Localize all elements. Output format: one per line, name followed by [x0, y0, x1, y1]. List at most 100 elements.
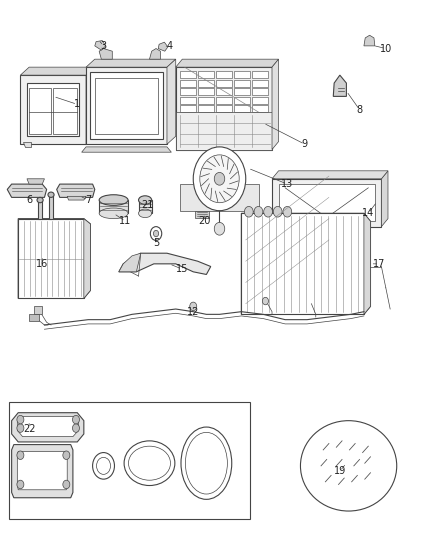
Polygon shape [38, 200, 42, 219]
Circle shape [214, 222, 224, 235]
Bar [251, 97, 267, 104]
Polygon shape [119, 253, 210, 274]
Polygon shape [7, 184, 46, 197]
Polygon shape [149, 49, 160, 59]
Bar [198, 106, 213, 112]
Polygon shape [195, 211, 208, 217]
Ellipse shape [48, 192, 54, 197]
Bar [180, 71, 195, 78]
Polygon shape [241, 213, 370, 314]
Bar [180, 80, 195, 87]
Polygon shape [53, 88, 77, 134]
Text: 22: 22 [23, 424, 35, 434]
Polygon shape [86, 67, 95, 144]
Polygon shape [95, 78, 158, 134]
Text: 4: 4 [166, 41, 172, 51]
Bar [251, 106, 267, 112]
Circle shape [262, 297, 268, 305]
Text: 21: 21 [141, 200, 153, 211]
Polygon shape [99, 200, 127, 213]
Polygon shape [86, 67, 166, 144]
Ellipse shape [138, 196, 151, 204]
Bar [180, 88, 195, 95]
Circle shape [17, 451, 24, 459]
Polygon shape [86, 59, 175, 67]
Bar [180, 106, 195, 112]
Bar [198, 97, 213, 104]
Circle shape [199, 155, 239, 203]
Ellipse shape [99, 195, 128, 205]
Polygon shape [381, 171, 387, 227]
Bar [233, 106, 249, 112]
Text: 11: 11 [119, 216, 131, 227]
Circle shape [72, 424, 79, 432]
Bar [251, 71, 267, 78]
Text: 3: 3 [100, 41, 106, 51]
Polygon shape [57, 184, 95, 197]
Circle shape [153, 230, 158, 237]
Polygon shape [18, 219, 90, 298]
Polygon shape [17, 451, 67, 490]
Text: 10: 10 [379, 44, 391, 53]
Bar [233, 71, 249, 78]
Ellipse shape [180, 427, 231, 499]
Circle shape [63, 451, 70, 459]
Ellipse shape [138, 209, 151, 217]
Circle shape [63, 480, 70, 489]
Bar [251, 80, 267, 87]
Polygon shape [90, 72, 162, 139]
Polygon shape [272, 59, 278, 150]
Circle shape [214, 172, 224, 185]
Bar [198, 71, 213, 78]
Circle shape [193, 147, 245, 211]
Text: 16: 16 [36, 259, 48, 269]
Polygon shape [29, 88, 51, 134]
Circle shape [92, 453, 114, 479]
Polygon shape [180, 184, 258, 211]
Circle shape [96, 457, 110, 474]
Text: 1: 1 [74, 99, 80, 109]
Text: 6: 6 [26, 195, 32, 205]
Polygon shape [20, 75, 86, 144]
Text: 13: 13 [281, 179, 293, 189]
Polygon shape [332, 75, 346, 96]
Circle shape [17, 415, 24, 424]
Circle shape [72, 415, 79, 424]
Circle shape [283, 206, 291, 217]
Bar [215, 88, 231, 95]
Text: 7: 7 [85, 195, 91, 205]
Circle shape [263, 206, 272, 217]
Text: 14: 14 [361, 208, 374, 219]
Polygon shape [272, 171, 387, 179]
Polygon shape [27, 179, 44, 184]
Bar [180, 97, 195, 104]
Polygon shape [272, 179, 381, 227]
Text: 19: 19 [333, 466, 345, 476]
Polygon shape [29, 314, 39, 321]
Circle shape [273, 206, 282, 217]
Text: 9: 9 [301, 139, 307, 149]
Circle shape [150, 227, 161, 240]
Polygon shape [67, 196, 86, 200]
Text: 8: 8 [356, 104, 362, 115]
Circle shape [254, 206, 262, 217]
Polygon shape [17, 416, 78, 437]
Ellipse shape [185, 432, 227, 494]
Polygon shape [33, 306, 42, 314]
Bar [215, 71, 231, 78]
Bar [251, 88, 267, 95]
Circle shape [17, 480, 24, 489]
Ellipse shape [128, 446, 170, 480]
Text: 20: 20 [198, 216, 210, 227]
Polygon shape [27, 83, 79, 136]
Polygon shape [49, 195, 53, 219]
Bar [215, 80, 231, 87]
Polygon shape [81, 147, 171, 152]
Circle shape [189, 302, 196, 311]
Bar [215, 106, 231, 112]
Polygon shape [84, 219, 90, 298]
Bar [198, 88, 213, 95]
Polygon shape [175, 67, 272, 150]
Bar [233, 97, 249, 104]
Polygon shape [175, 59, 278, 67]
